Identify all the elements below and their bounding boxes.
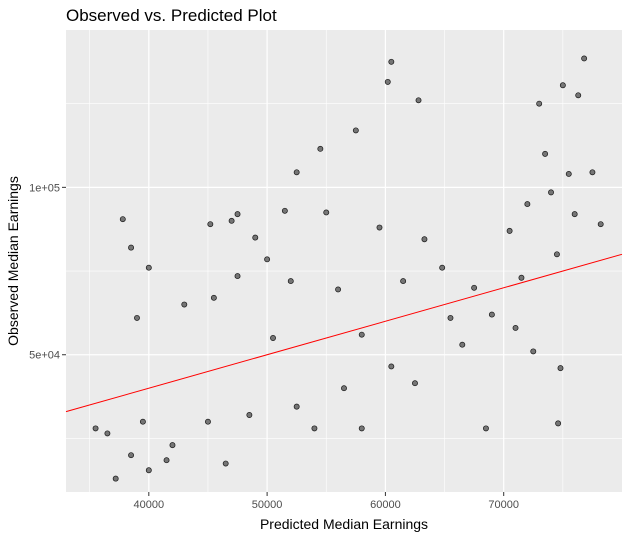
y-axis-ticks: 5e+04 1e+05 [29, 182, 66, 362]
data-point [323, 209, 330, 216]
data-point [358, 425, 365, 432]
data-point [134, 314, 140, 321]
data-point [293, 403, 300, 410]
data-point [264, 256, 271, 263]
data-point [104, 430, 111, 437]
data-point [341, 385, 347, 392]
data-point [581, 55, 588, 62]
data-point [145, 264, 152, 271]
data-point [128, 244, 135, 251]
data-point [228, 217, 235, 224]
data-point [384, 78, 391, 85]
data-point [400, 278, 407, 285]
x-tick-label: 40000 [134, 499, 165, 511]
data-point [352, 127, 359, 134]
scatter-points [92, 55, 604, 482]
y-tick-label: 1e+05 [29, 182, 60, 194]
data-point [388, 363, 395, 370]
data-point [317, 145, 324, 152]
data-point [376, 224, 383, 231]
data-point [536, 100, 543, 107]
data-point [506, 227, 513, 234]
data-point [459, 341, 466, 348]
data-point [181, 301, 188, 308]
data-point [335, 286, 342, 293]
data-point [139, 418, 146, 425]
data-point [163, 457, 170, 464]
plot-panel [66, 30, 622, 492]
x-axis-title: Predicted Median Earnings [260, 516, 428, 532]
data-point [559, 82, 566, 89]
data-point [234, 273, 241, 280]
data-point [518, 274, 525, 281]
data-point [287, 278, 294, 285]
data-point [553, 251, 560, 258]
data-point [222, 460, 229, 467]
data-point [421, 236, 428, 243]
data-point [358, 331, 365, 338]
x-axis-ticks: 40000 50000 60000 70000 [134, 492, 519, 511]
data-point [589, 169, 596, 176]
data-point [571, 211, 578, 218]
data-point [555, 420, 562, 427]
data-point [524, 201, 531, 208]
data-point [128, 452, 135, 459]
data-point [542, 150, 549, 157]
data-point [597, 221, 604, 228]
data-point [530, 348, 537, 355]
data-point [169, 442, 176, 449]
data-point [234, 211, 241, 218]
x-tick-label: 50000 [252, 499, 283, 511]
reference-line-group [65, 253, 623, 413]
data-point [483, 425, 489, 432]
data-point [270, 335, 276, 341]
minor-gridlines [66, 30, 622, 492]
data-point [447, 314, 454, 321]
x-tick-label: 70000 [488, 499, 519, 511]
data-point [293, 169, 300, 176]
data-point [388, 58, 395, 65]
data-point [145, 467, 152, 474]
data-point [575, 92, 582, 99]
data-point [557, 365, 564, 372]
data-point [548, 189, 554, 196]
y-tick-label: 5e+04 [29, 350, 60, 362]
data-point [281, 207, 288, 214]
data-point [205, 418, 211, 425]
data-point [246, 412, 253, 418]
chart-title: Observed vs. Predicted Plot [66, 6, 277, 25]
data-point [488, 311, 495, 318]
data-point [471, 284, 478, 291]
x-tick-label: 60000 [370, 499, 401, 511]
data-point [92, 425, 99, 432]
data-point [252, 234, 259, 241]
data-point [415, 97, 422, 104]
data-point [210, 294, 217, 301]
data-point [512, 325, 519, 331]
data-point [311, 425, 318, 432]
major-gridlines [66, 30, 622, 492]
data-point [119, 216, 126, 223]
reference-line [65, 253, 623, 413]
data-point [439, 264, 446, 271]
y-axis-title: Observed Median Earnings [5, 176, 21, 346]
data-point [565, 171, 572, 177]
data-point [207, 221, 214, 228]
data-point [112, 475, 119, 482]
data-point [412, 380, 418, 387]
